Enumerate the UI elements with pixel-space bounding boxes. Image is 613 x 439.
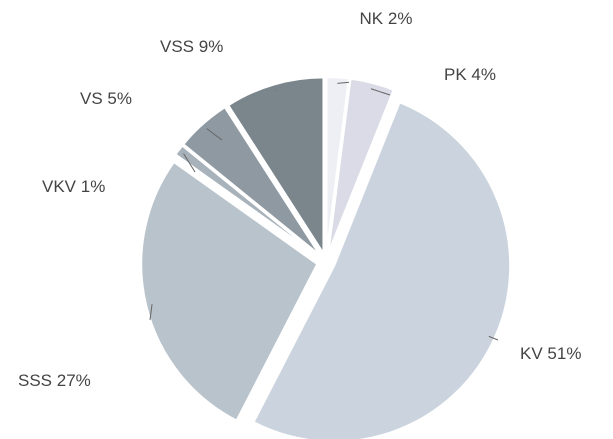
slice-label: VSS 9% [160, 37, 223, 56]
pie-slice [140, 160, 319, 422]
slice-category: VS [80, 89, 103, 108]
leader-line [370, 88, 391, 96]
slice-category: VKV [42, 177, 77, 196]
pie-slice [325, 76, 350, 254]
leader-line [488, 335, 499, 341]
slice-label: VKV 1% [42, 177, 105, 196]
slice-value: 2% [388, 9, 413, 28]
slice-label: VS 5% [80, 89, 132, 108]
slice-label: PK 4% [444, 65, 496, 84]
leader-line [149, 304, 153, 321]
pie-slice [226, 76, 325, 257]
slice-value: 4% [471, 65, 496, 84]
slice-category: KV [520, 344, 543, 363]
slice-value: 1% [81, 177, 106, 196]
pie-slice [181, 105, 321, 257]
slice-value: 27% [57, 371, 91, 390]
slice-label: SSS 27% [18, 371, 91, 390]
slice-value: 9% [199, 37, 224, 56]
slice-category: NK [360, 9, 384, 28]
slice-label: NK 2% [360, 9, 413, 28]
slice-category: SSS [18, 371, 52, 390]
slice-value: 51% [547, 344, 581, 363]
pie-slice [327, 77, 395, 254]
leader-line [206, 128, 223, 141]
leader-line [183, 153, 196, 173]
slice-category: PK [444, 65, 467, 84]
slice-label: KV 51% [520, 344, 581, 363]
pie-slice [174, 144, 320, 258]
slice-value: 5% [107, 89, 132, 108]
slice-category: VSS [160, 37, 194, 56]
